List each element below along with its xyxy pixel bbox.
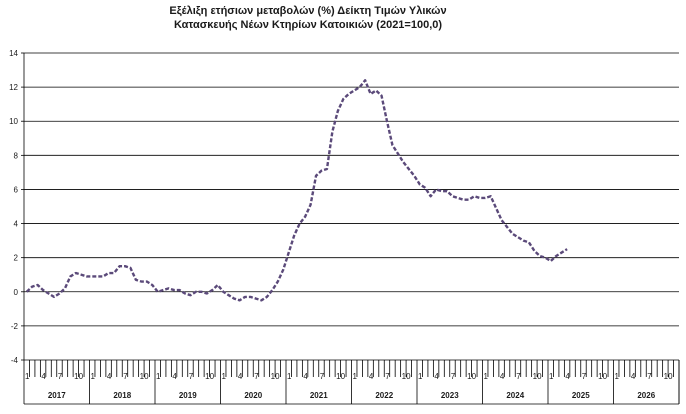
x-month-label: 1 [549,372,554,381]
y-tick-label: 8 [14,151,19,160]
x-year-label: 2025 [572,391,590,400]
x-month-label: 1 [91,372,96,381]
x-year-label: 2019 [179,391,197,400]
chart-title-line-1: Εξέλιξη ετήσιων μεταβολών (%) Δείκτη Τιμ… [169,5,447,17]
series-line [25,79,568,302]
y-tick-label: 14 [9,49,18,58]
x-year-label: 2023 [441,391,459,400]
x-month-label: 7 [451,372,456,381]
y-tick-label: 4 [14,220,19,229]
x-month-label: 4 [41,372,46,381]
x-month-label: 1 [418,372,423,381]
x-year-label: 2018 [113,391,131,400]
y-tick-label: 10 [9,117,18,126]
x-month-label: 4 [565,372,570,381]
x-month-label: 4 [500,372,505,381]
x-month-label: 7 [189,372,194,381]
x-month-label: 7 [647,372,652,381]
x-month-label: 7 [320,372,325,381]
x-month-label: 4 [631,372,636,381]
x-month-label: 7 [582,372,587,381]
x-month-label: 1 [156,372,161,381]
x-month-label: 10 [664,372,673,381]
y-tick-label: 0 [14,288,19,297]
chart-title-line-2: Κατασκευής Νέων Κτηρίων Κατοικιών (2021=… [173,19,443,31]
x-month-label: 10 [402,372,411,381]
x-month-label: 7 [385,372,390,381]
x-month-label: 7 [58,372,63,381]
x-month-label: 10 [205,372,214,381]
x-axis: 1 4 7 10 2017 1 4 7 10 2018 1 4 7 10 2019 1 4 7 10 2020 1 4 7 1… [23,360,680,405]
x-month-label: 10 [336,372,345,381]
x-month-label: 4 [369,372,374,381]
x-month-label: 10 [467,372,476,381]
x-month-label: 1 [25,372,30,381]
x-year-label: 2020 [244,391,262,400]
x-month-label: 10 [140,372,149,381]
x-month-label: 1 [615,372,620,381]
x-month-label: 1 [222,372,227,381]
chart-title: Εξέλιξη ετήσιων μεταβολών (%) Δείκτη Τιμ… [0,4,616,32]
x-month-label: 1 [484,372,489,381]
plot-area [25,79,568,302]
x-year-label: 2017 [48,391,66,400]
x-month-label: 10 [271,372,280,381]
y-axis: -4 -2 0 2 4 6 8 10 12 14 [9,49,25,365]
x-month-label: 4 [172,372,177,381]
y-tick-label: 6 [14,185,19,194]
y-tick-label: -4 [11,356,19,365]
y-tick-label: -2 [11,322,19,331]
x-month-label: 4 [434,372,439,381]
x-month-label: 4 [238,372,243,381]
x-month-label: 7 [123,372,128,381]
x-month-label: 4 [303,372,308,381]
x-month-label: 7 [516,372,521,381]
x-year-label: 2021 [310,391,328,400]
x-month-label: 1 [287,372,292,381]
x-month-label: 1 [353,372,358,381]
x-month-label: 10 [598,372,607,381]
x-year-label: 2024 [506,391,524,400]
gridlines [24,52,679,361]
x-month-label: 4 [107,372,112,381]
y-tick-label: 2 [14,254,19,263]
x-year-label: 2022 [375,391,393,400]
x-year-label: 2026 [637,391,655,400]
x-month-label: 10 [533,372,542,381]
x-month-label: 7 [254,372,259,381]
y-tick-label: 12 [9,83,18,92]
x-month-label: 10 [74,372,83,381]
